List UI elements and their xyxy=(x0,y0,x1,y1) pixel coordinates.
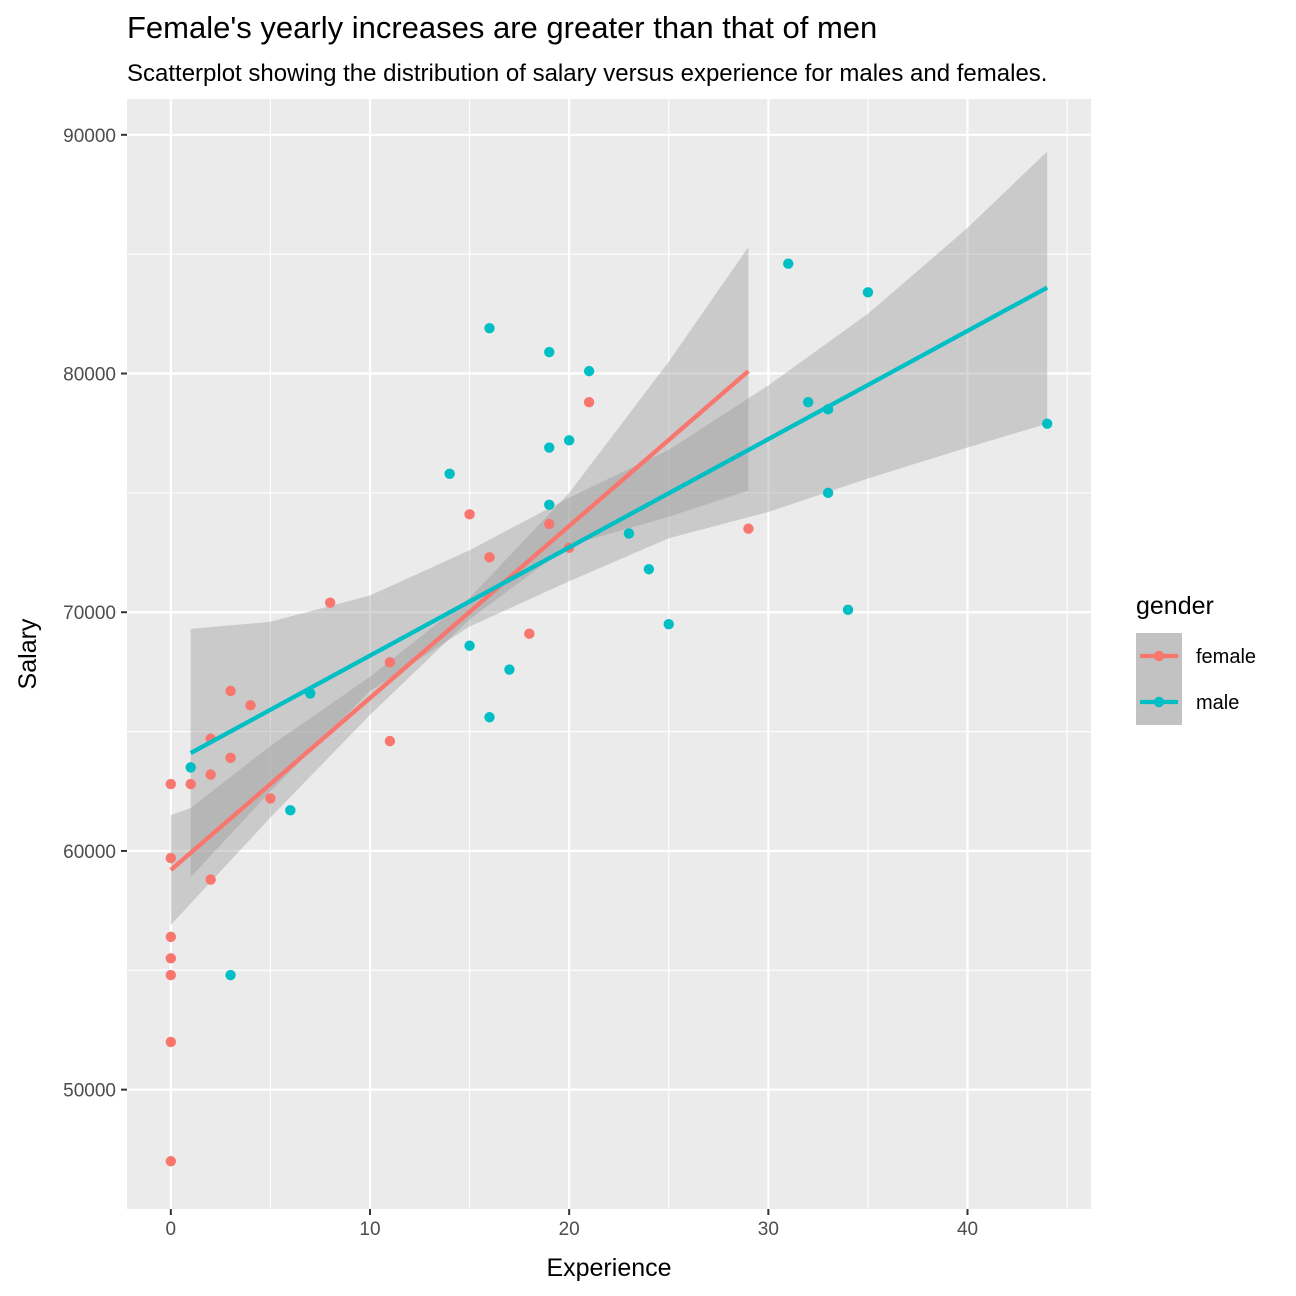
legend-label-male: male xyxy=(1196,692,1239,714)
data-point-female xyxy=(165,1036,177,1048)
data-point-female xyxy=(165,931,177,943)
legend: gender female male xyxy=(1136,592,1256,725)
data-point-female xyxy=(165,953,177,964)
data-point-female xyxy=(225,685,236,697)
data-point-male xyxy=(544,499,555,511)
data-point-female xyxy=(743,523,754,534)
data-point-male xyxy=(822,487,834,499)
data-point-male xyxy=(783,258,794,269)
data-point-female xyxy=(544,518,555,530)
data-point-male xyxy=(842,604,854,616)
data-point-female xyxy=(245,700,256,711)
x-tick-label: 10 xyxy=(359,1219,380,1240)
data-point-female xyxy=(464,509,475,520)
data-point-male xyxy=(583,365,595,377)
data-point-male xyxy=(225,969,236,981)
confidence-band-female xyxy=(170,247,749,925)
data-point-female xyxy=(484,552,495,563)
y-tick-label: 50000 xyxy=(63,1081,116,1102)
data-point-male xyxy=(544,442,555,453)
chart-title: Female's yearly increases are greater th… xyxy=(127,10,878,45)
legend-title: gender xyxy=(1136,592,1214,620)
data-point-male xyxy=(484,712,495,723)
fit-line-male xyxy=(189,285,1049,755)
data-point-male xyxy=(444,468,455,479)
data-point-male xyxy=(464,640,475,651)
data-point-female xyxy=(324,597,336,608)
y-axis-title: Salary xyxy=(14,618,42,689)
data-point-male xyxy=(285,805,296,816)
data-point-female xyxy=(165,1156,177,1167)
x-axis-title: Experience xyxy=(546,1254,671,1282)
data-point-female xyxy=(583,396,595,408)
confidence-band-male xyxy=(190,151,1048,878)
data-point-female xyxy=(165,969,177,981)
x-tick-label: 0 xyxy=(166,1219,177,1240)
data-point-female xyxy=(384,657,396,668)
x-tick-label: 40 xyxy=(957,1219,978,1240)
data-point-male xyxy=(544,346,555,358)
data-point-male xyxy=(504,664,515,675)
data-point-male xyxy=(484,322,495,334)
plot-panel xyxy=(127,99,1091,1209)
legend-dot-female xyxy=(1153,650,1165,662)
data-point-male xyxy=(663,618,674,630)
data-point-female xyxy=(165,778,177,790)
data-point-male xyxy=(862,287,874,298)
data-point-male xyxy=(185,762,196,773)
data-point-male xyxy=(623,528,635,539)
legend-label-female: female xyxy=(1196,646,1256,668)
y-tick-label: 90000 xyxy=(63,126,116,147)
data-point-male xyxy=(643,564,655,575)
data-point-male xyxy=(563,435,575,446)
x-tick-label: 30 xyxy=(758,1219,779,1240)
data-point-female xyxy=(205,874,216,885)
legend-dot-male xyxy=(1153,696,1165,708)
data-point-male xyxy=(1041,418,1053,429)
data-point-female xyxy=(265,793,276,804)
x-tick-label: 20 xyxy=(559,1219,580,1240)
y-tick-label: 70000 xyxy=(63,603,116,624)
chart-subtitle: Scatterplot showing the distribution of … xyxy=(127,60,1048,87)
data-point-female xyxy=(165,852,177,864)
data-point-female xyxy=(225,752,236,764)
y-tick-label: 60000 xyxy=(63,842,116,863)
data-point-female xyxy=(205,769,216,780)
data-point-female xyxy=(185,778,196,790)
data-point-male xyxy=(802,396,814,408)
fit-line-female xyxy=(169,369,750,872)
data-point-female xyxy=(524,628,535,639)
data-point-female xyxy=(384,735,396,747)
y-tick-label: 80000 xyxy=(63,365,116,386)
